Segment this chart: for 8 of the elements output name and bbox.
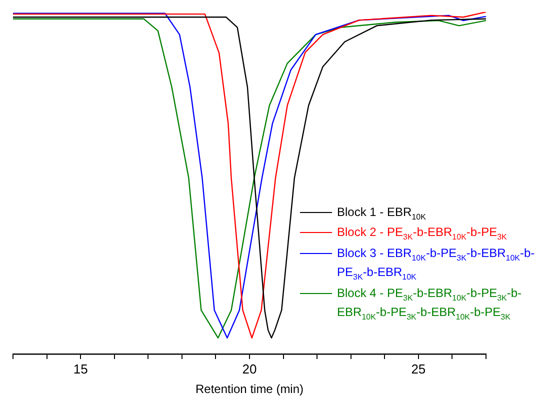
legend-label: Block 1 - EBR$_{10K}$	[337, 205, 426, 224]
text: Block 4 - PE$_{3K}$-b-EBR$_{10K}$-b-PE$_{3K}$-b-EBR$_{10K}$-b-PE$_{3K}$-b-EBR$_{10K}$-b-PE$_{3K}$	[337, 286, 522, 322]
text: Block 3 - EBR$_{10K}$-b-PE$_{3K}$-b-EBR$_{10K}$-b-PE$_{3K}$-b-EBR$_{10K}$	[337, 246, 535, 282]
legend-label: Block 2 - PE$_{3K}$-b-EBR$_{10K}$-b-PE$_{3K}$	[337, 225, 507, 244]
x-tick-label: 25	[411, 361, 426, 376]
x-tick-label: 15	[73, 361, 88, 376]
x-tick-label: 20	[242, 361, 257, 376]
x-axis-title: Retention time (min)	[195, 382, 304, 396]
